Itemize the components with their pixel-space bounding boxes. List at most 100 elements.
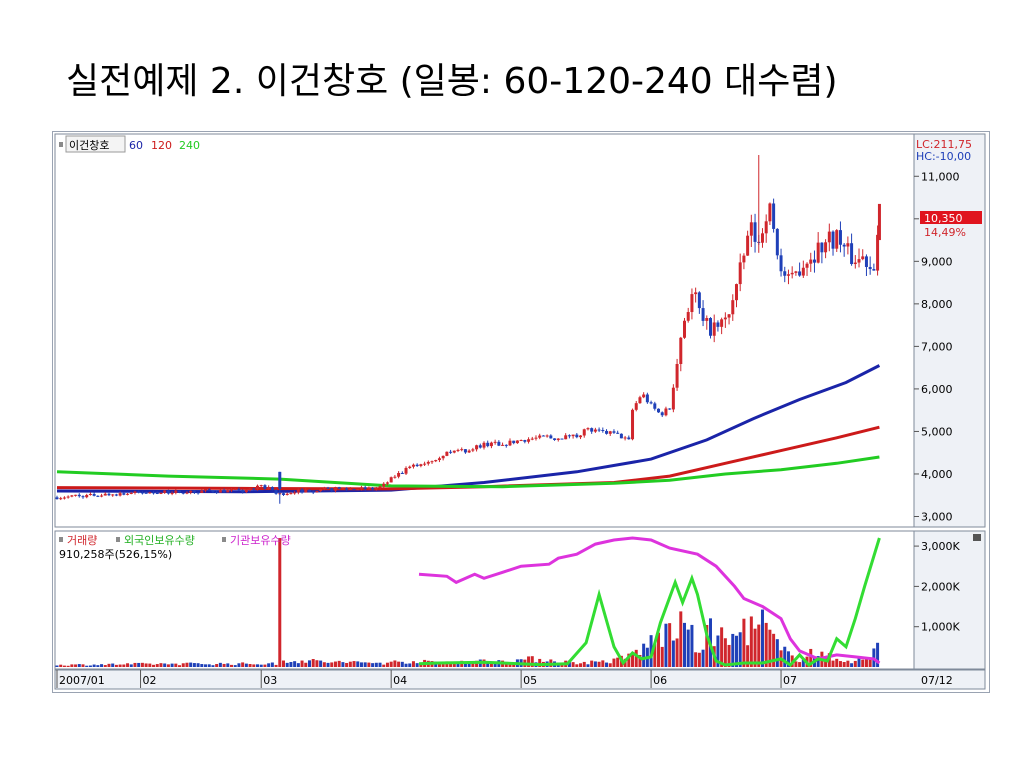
panel-close-icon[interactable]	[973, 534, 981, 541]
volume-bar	[657, 632, 661, 667]
candle-down	[166, 490, 170, 494]
candle-up	[404, 467, 408, 474]
candle-down	[872, 269, 876, 271]
volume-legend: 거래량 외국인보유수량 기관보유수량 910,258주(526,15%)	[59, 534, 291, 561]
candle-up	[742, 255, 746, 263]
candle-up	[285, 493, 289, 495]
candle-down	[263, 485, 267, 489]
volume-bar	[801, 659, 805, 667]
candle-up	[582, 429, 586, 436]
candle-up	[489, 442, 493, 447]
candle-down	[449, 451, 453, 453]
candle-up	[727, 314, 731, 318]
volume-bar	[816, 656, 820, 667]
volume-bar	[634, 649, 638, 667]
volume-bar	[727, 644, 731, 667]
candle-up	[482, 442, 486, 448]
volume-bar	[348, 661, 352, 667]
candle-up	[348, 488, 352, 490]
volume-bar	[530, 656, 534, 667]
candle-up	[359, 487, 363, 490]
candle-up	[556, 438, 560, 440]
volume-bar	[204, 664, 208, 667]
volume-bar	[166, 664, 170, 667]
candle-down	[864, 256, 868, 267]
candle-up	[764, 221, 768, 234]
candle-down	[523, 440, 527, 442]
candle-up	[608, 431, 612, 434]
volume-bar	[746, 645, 750, 667]
candle-up	[460, 449, 464, 451]
volume-bar	[415, 663, 419, 667]
volume-bar	[178, 665, 182, 667]
price-tick-label: 4,000	[921, 468, 953, 481]
candle-down	[541, 435, 545, 437]
candle-up	[322, 487, 326, 490]
volume-bar	[612, 658, 616, 667]
volume-bar	[311, 659, 315, 667]
candle-down	[307, 489, 311, 492]
candle-up	[315, 491, 319, 493]
volume-bar	[148, 663, 152, 667]
candle-down	[868, 266, 872, 270]
stock-name-box[interactable]	[65, 135, 126, 153]
price-tick-label: 3,000	[921, 510, 953, 523]
x-tick-label: 06	[653, 674, 667, 687]
candle-down	[838, 230, 842, 245]
candle-down	[144, 492, 148, 494]
volume-bar	[590, 660, 594, 667]
x-axis-labels: 2007/01 02 03 04 05 06 07	[56, 670, 797, 688]
volume-bar	[371, 663, 375, 667]
candle-down	[753, 222, 757, 242]
volume-bar	[586, 664, 590, 667]
candle-up	[579, 435, 583, 438]
candle-up	[471, 449, 475, 451]
volume-bar	[237, 663, 241, 667]
candle-up	[876, 234, 880, 271]
candle-down	[553, 438, 557, 440]
volume-bar	[419, 663, 423, 667]
volume-bar	[731, 633, 735, 667]
volume-bar	[664, 623, 668, 667]
stock-name-label: 이건창호	[69, 139, 109, 152]
volume-bar	[679, 611, 683, 667]
volume-bar	[330, 662, 334, 667]
candle-down	[612, 431, 616, 433]
volume-bar	[809, 648, 813, 667]
candle-up	[259, 485, 263, 487]
volume-bar	[163, 663, 167, 667]
candle-up	[456, 449, 460, 451]
volume-bar	[159, 663, 163, 667]
volume-bar	[538, 658, 542, 667]
candle-down	[549, 435, 553, 439]
x-tick-label: 2007/01	[59, 674, 105, 687]
volume-bar	[270, 662, 274, 667]
candle-up	[801, 267, 805, 276]
volume-bar	[527, 656, 531, 667]
volume-bar	[631, 654, 635, 667]
legend-ma60: 60	[129, 139, 143, 152]
candle-up	[218, 490, 222, 493]
candle-down	[597, 429, 601, 431]
volume-bar	[697, 652, 701, 667]
candle-up	[163, 490, 167, 493]
current-price-label: 10,350	[924, 212, 963, 225]
volume-bar	[764, 622, 768, 667]
volume-bar	[768, 629, 772, 667]
volume-bar	[512, 663, 516, 667]
volume-bar	[660, 646, 664, 667]
candle-up	[746, 235, 750, 256]
legend-volume: 거래량	[67, 534, 97, 547]
x-tick-label: 03	[263, 674, 277, 687]
volume-bar	[842, 662, 846, 667]
volume-bar	[189, 662, 193, 667]
candle-up	[683, 320, 687, 338]
price-tick-label: 5,000	[921, 425, 953, 438]
volume-bar	[107, 663, 111, 667]
volume-bar	[293, 661, 297, 667]
candle-down	[653, 403, 657, 409]
volume-bar	[723, 638, 727, 667]
volume-bar	[846, 660, 850, 667]
volume-bar	[694, 652, 698, 667]
hc-label: HC:-10,00	[916, 150, 971, 163]
